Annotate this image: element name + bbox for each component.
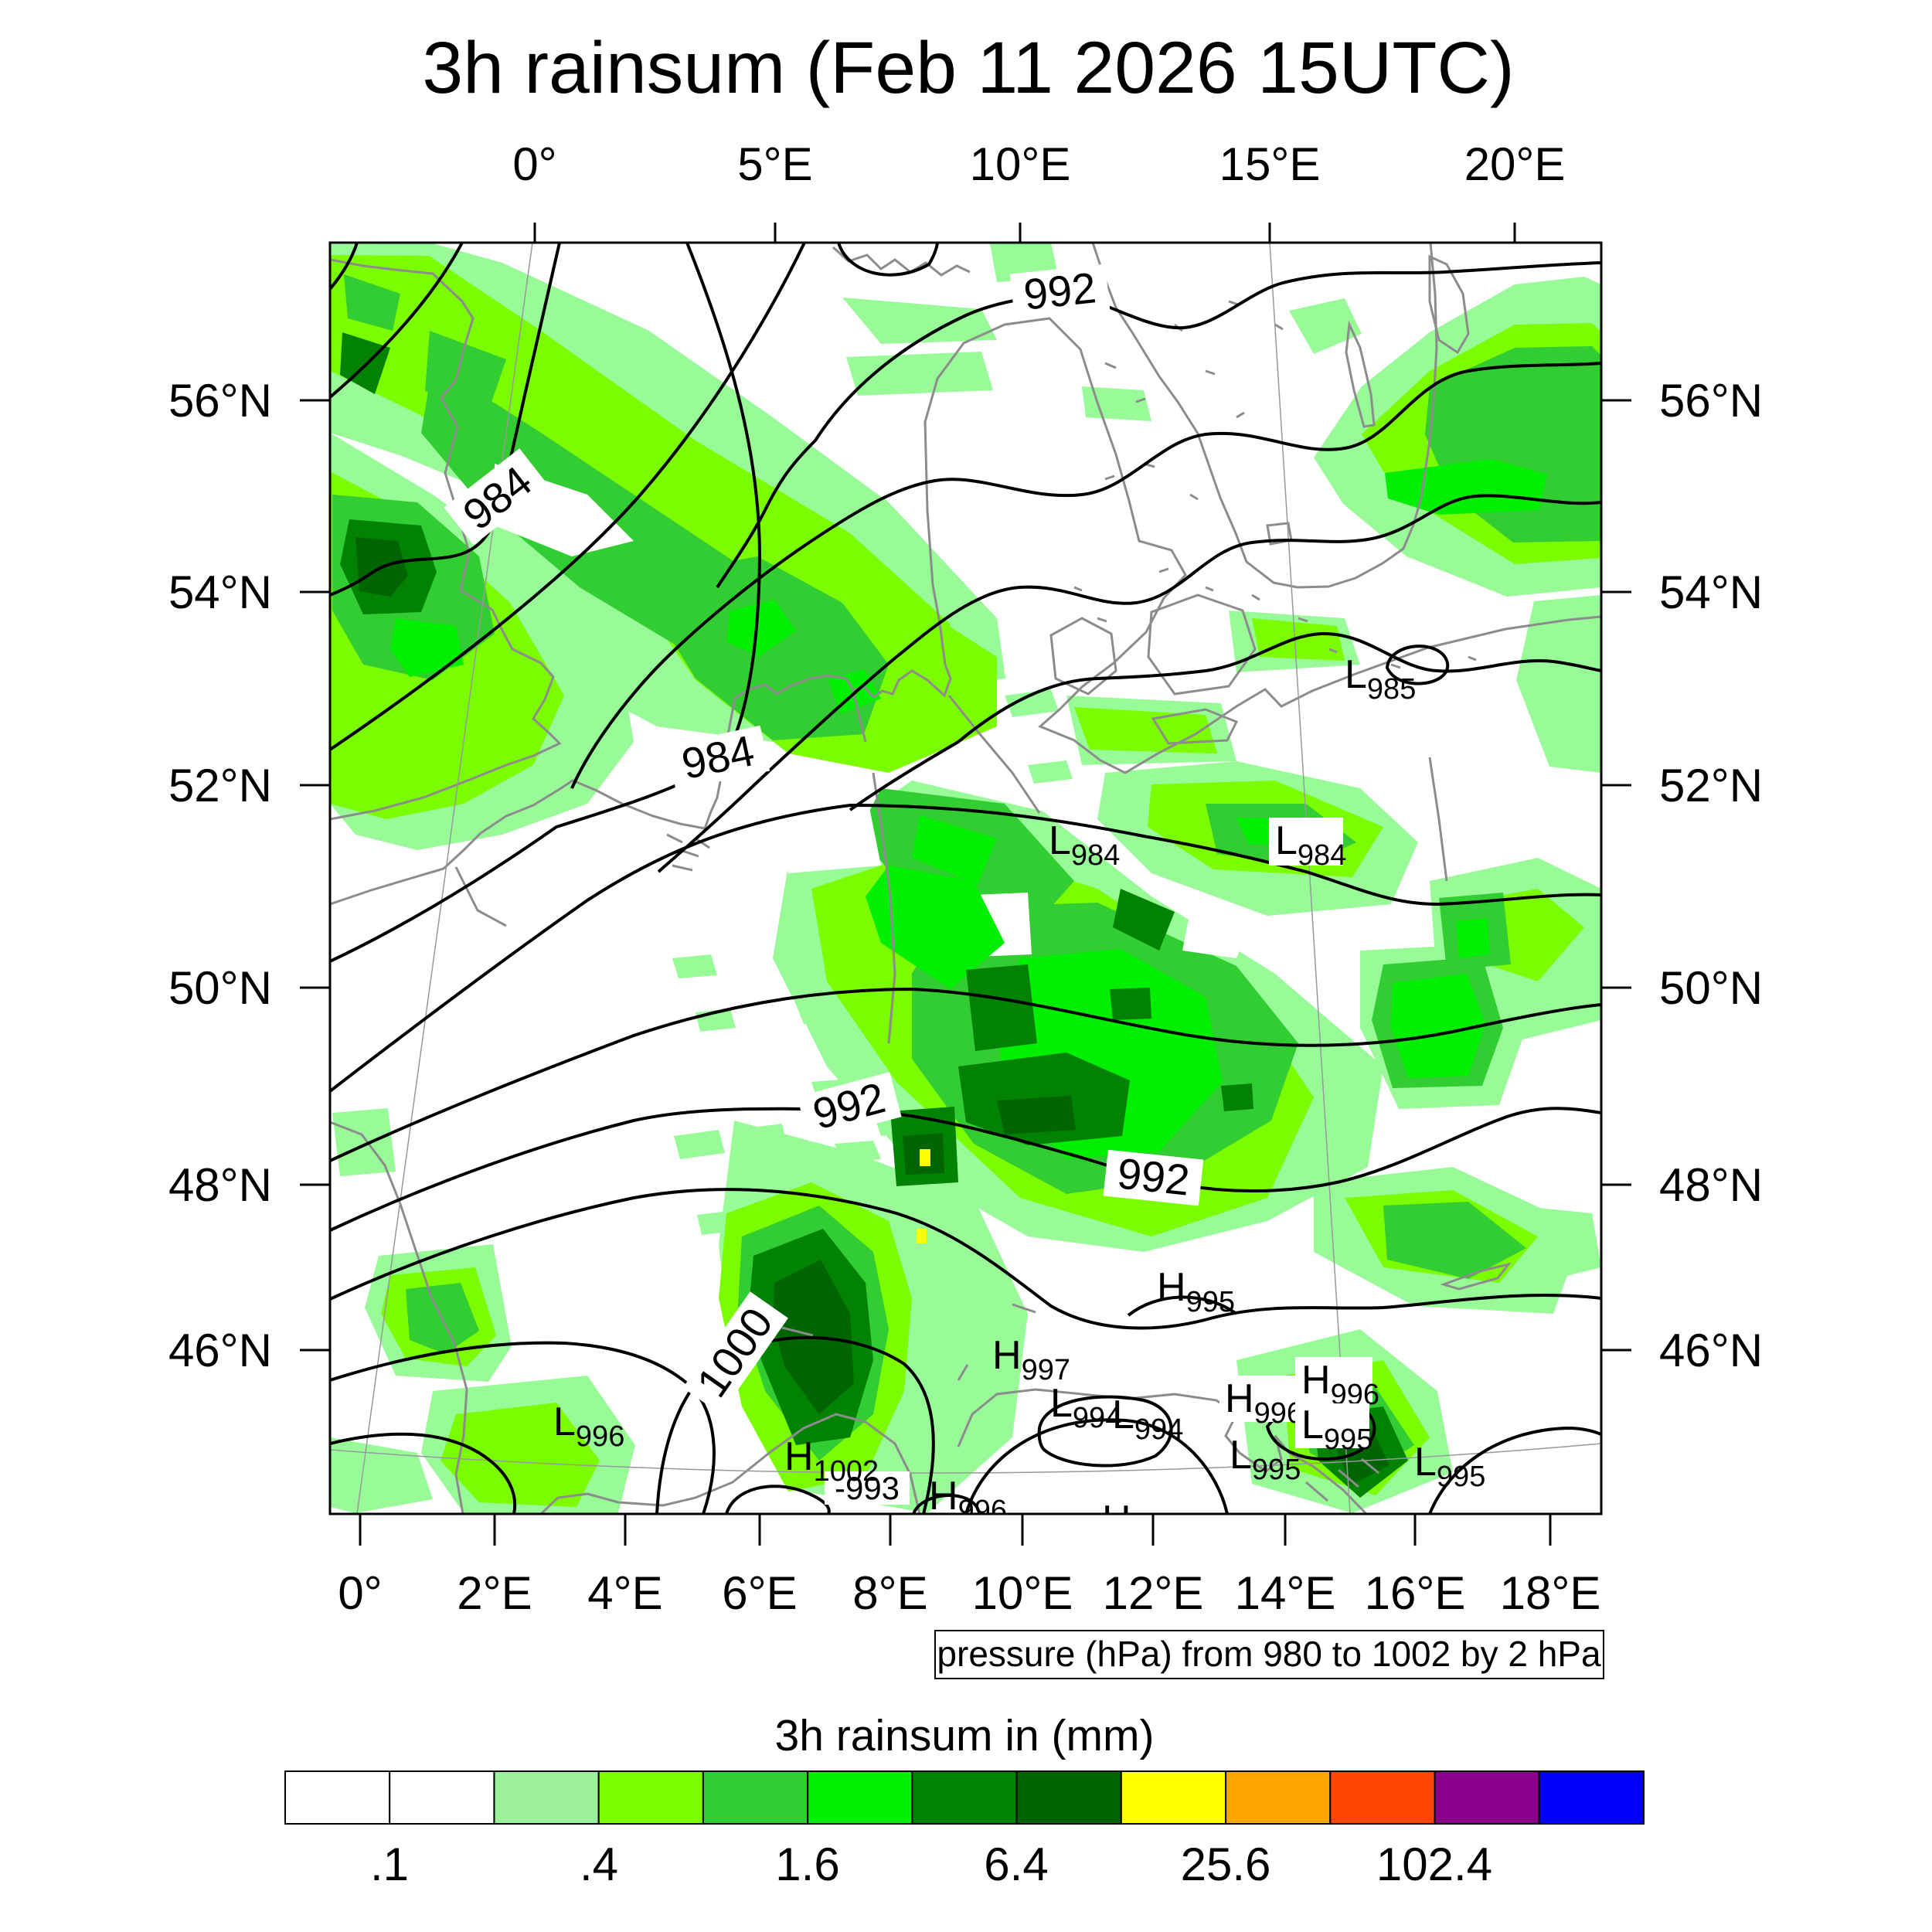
svg-text:10°E: 10°E: [970, 138, 1071, 190]
svg-text:3h rainsum in (mm): 3h rainsum in (mm): [775, 1711, 1155, 1760]
svg-text:54°N: 54°N: [168, 566, 272, 618]
svg-text:2°E: 2°E: [457, 1567, 532, 1619]
svg-text:52°N: 52°N: [1659, 760, 1763, 811]
svg-text:4°E: 4°E: [587, 1567, 662, 1619]
svg-text:0°: 0°: [512, 138, 556, 190]
svg-text:L984: L984: [1049, 818, 1120, 872]
svg-text:14°E: 14°E: [1235, 1567, 1336, 1619]
svg-text:6.4: 6.4: [984, 1838, 1048, 1890]
svg-text:H: H: [1102, 1498, 1131, 1543]
svg-text:102.4: 102.4: [1376, 1838, 1492, 1890]
svg-text:54°N: 54°N: [1659, 566, 1763, 618]
svg-text:48°N: 48°N: [1659, 1159, 1763, 1211]
svg-text:992: 992: [1115, 1148, 1192, 1204]
svg-text:16°E: 16°E: [1365, 1567, 1466, 1619]
svg-text:-993: -993: [835, 1470, 900, 1506]
svg-text:10°E: 10°E: [972, 1567, 1073, 1619]
svg-text:56°N: 56°N: [168, 375, 272, 427]
svg-text:992: 992: [1022, 263, 1099, 318]
svg-text:46°N: 46°N: [168, 1325, 272, 1376]
svg-text:1.6: 1.6: [775, 1838, 839, 1890]
svg-text:5°E: 5°E: [737, 138, 812, 190]
svg-text:52°N: 52°N: [168, 760, 272, 811]
svg-text:6°E: 6°E: [722, 1567, 797, 1619]
svg-text:20°E: 20°E: [1464, 138, 1566, 190]
svg-text:L996: L996: [553, 1400, 624, 1453]
svg-text:0°: 0°: [338, 1567, 382, 1619]
svg-text:18°E: 18°E: [1500, 1567, 1601, 1619]
svg-text:12°E: 12°E: [1103, 1567, 1204, 1619]
svg-text:.4: .4: [580, 1838, 618, 1890]
svg-text:56°N: 56°N: [1659, 375, 1763, 427]
svg-text:15°E: 15°E: [1219, 138, 1321, 190]
svg-text:.1: .1: [370, 1838, 409, 1890]
svg-text:50°N: 50°N: [1659, 962, 1763, 1014]
svg-text:8°E: 8°E: [852, 1567, 927, 1619]
svg-text:3h rainsum (Feb 11 2026 15UTC): 3h rainsum (Feb 11 2026 15UTC): [422, 27, 1514, 109]
svg-text:48°N: 48°N: [168, 1159, 272, 1211]
svg-text:25.6: 25.6: [1181, 1838, 1271, 1890]
svg-text:46°N: 46°N: [1659, 1325, 1763, 1376]
svg-text:pressure (hPa) from 980 to 100: pressure (hPa) from 980 to 1002 by 2 hPa: [937, 1634, 1601, 1674]
svg-text:50°N: 50°N: [168, 962, 272, 1014]
